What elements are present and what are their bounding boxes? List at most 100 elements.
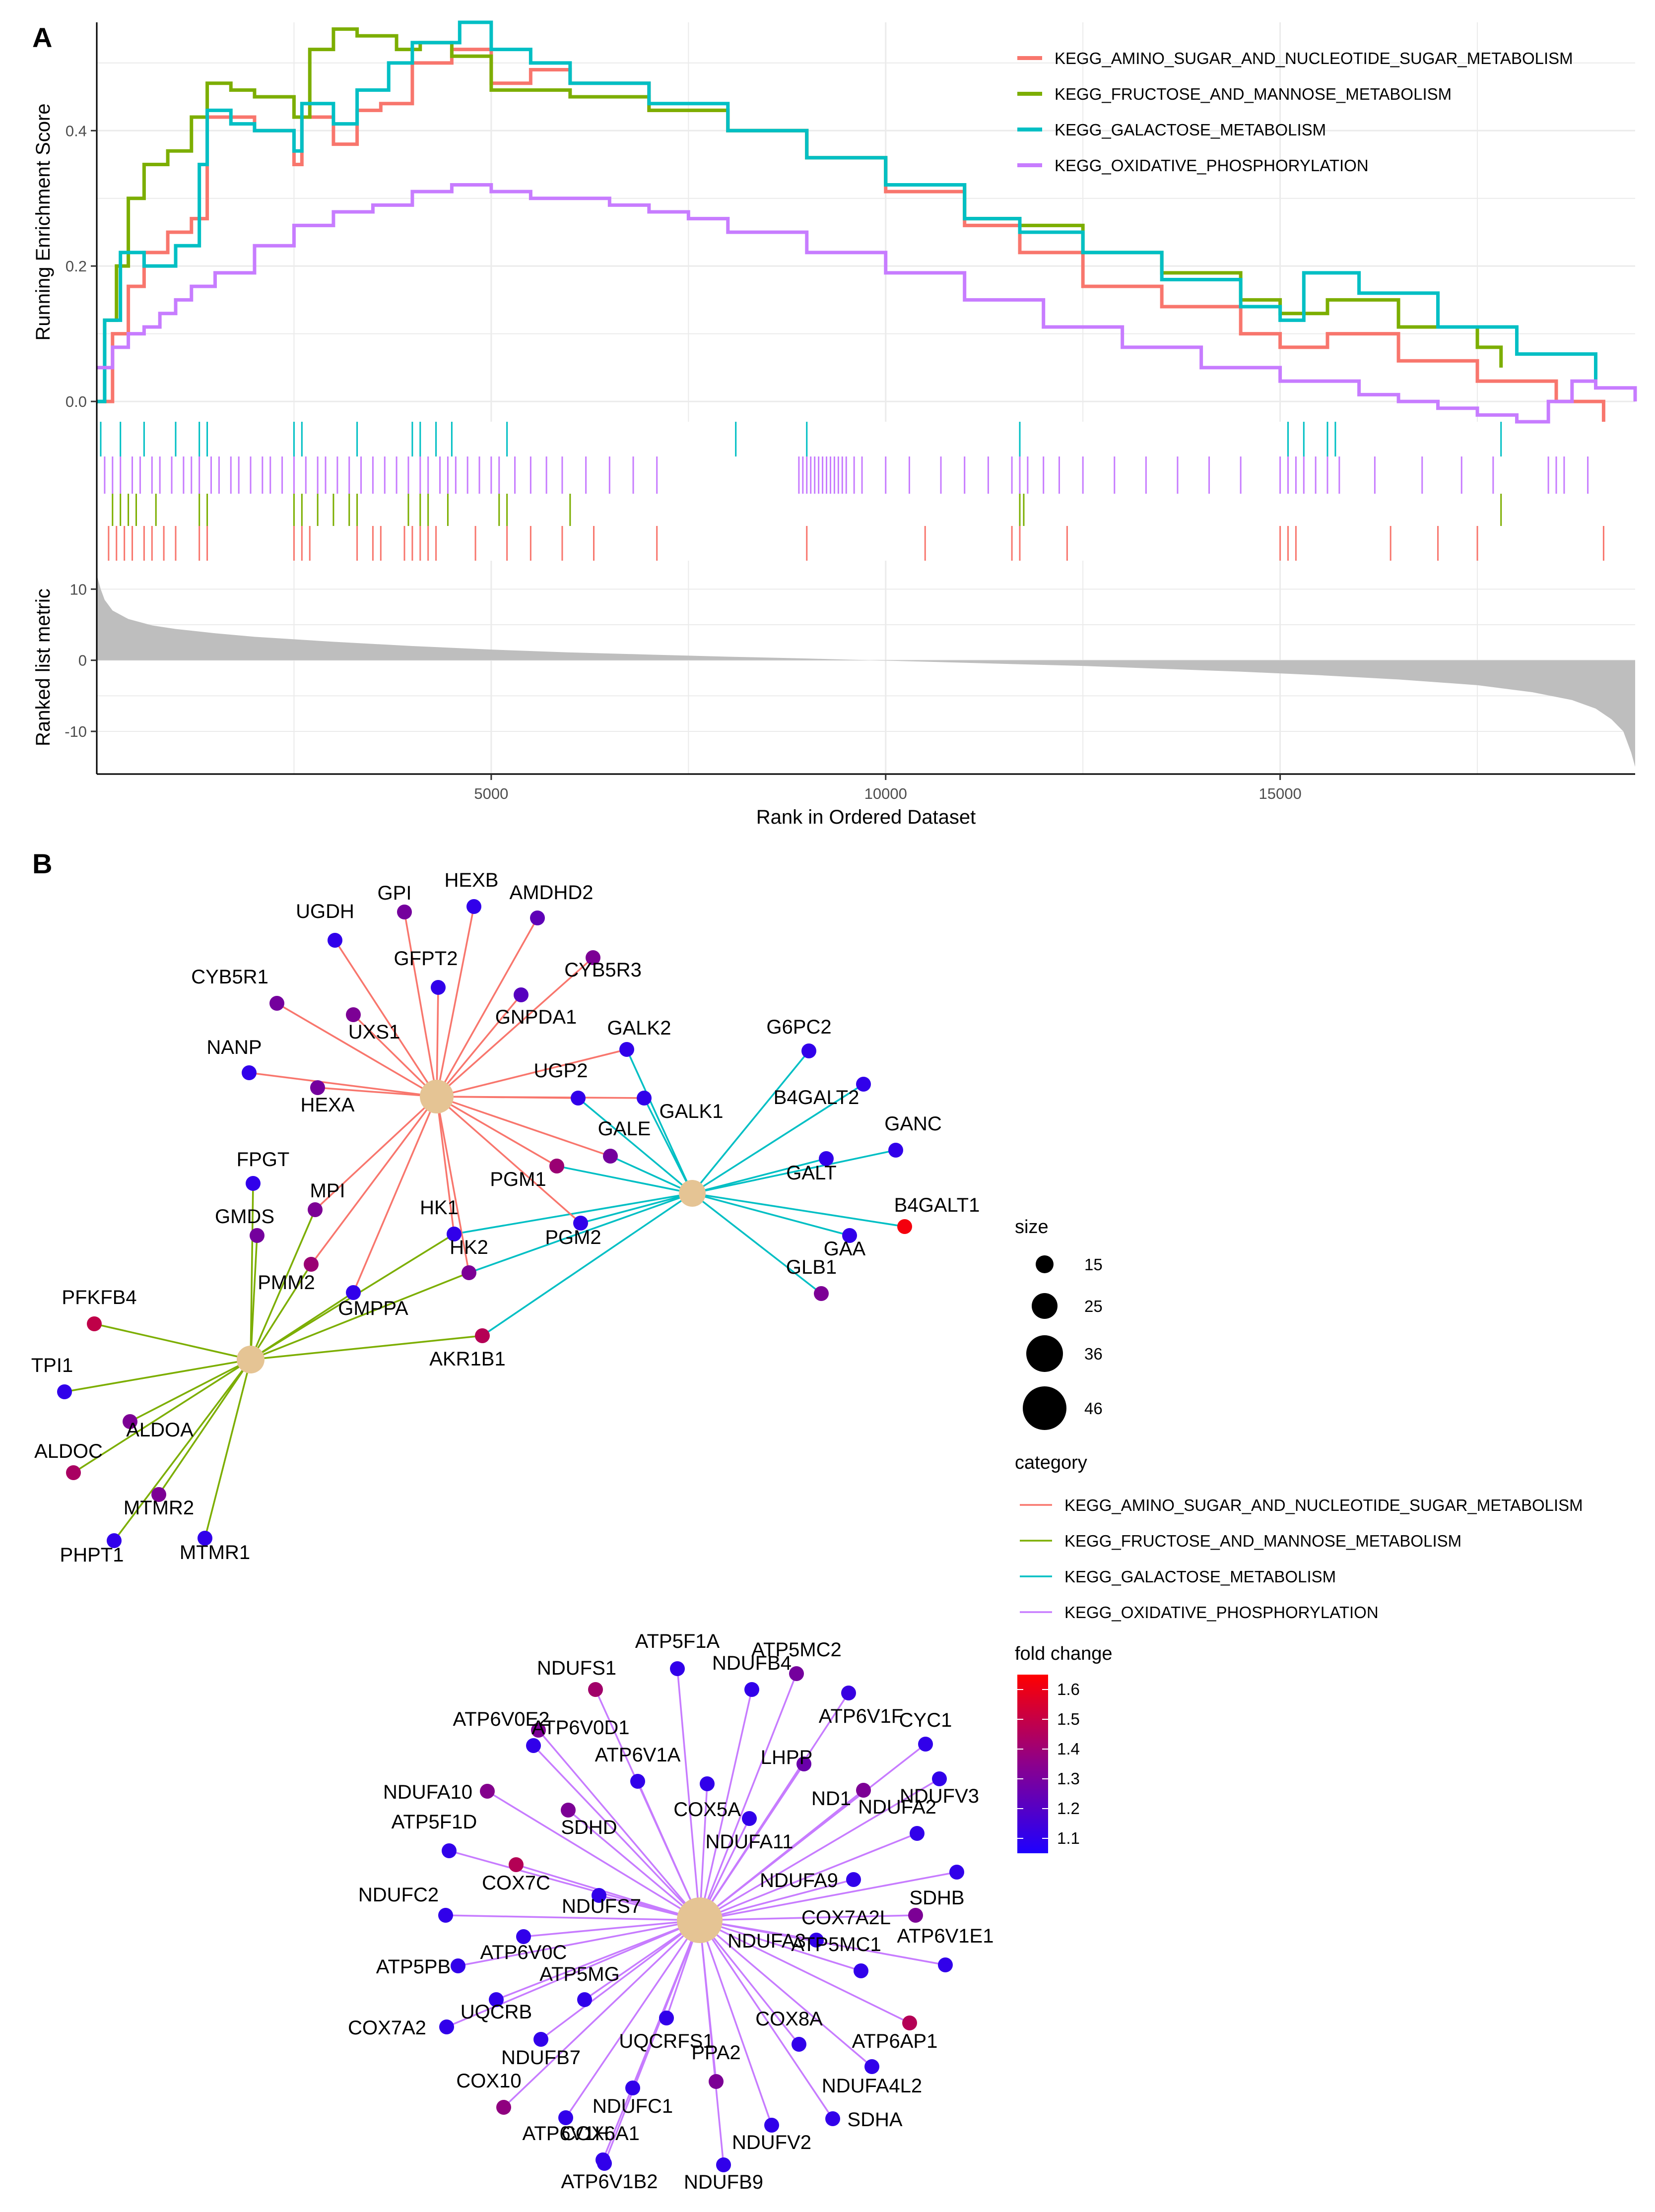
network-edge: [449, 1850, 700, 1921]
category-legend-label: KEGG_FRUCTOSE_AND_MANNOSE_METABOLISM: [1064, 1532, 1461, 1550]
gene-node: [438, 1908, 453, 1923]
network-edge: [637, 1781, 701, 1921]
network-edge: [334, 940, 438, 1097]
network-edge: [458, 1919, 700, 1967]
gene-node: [246, 1176, 261, 1191]
gene-node: [328, 933, 342, 948]
gene-node: [310, 1080, 325, 1095]
gene-node: [801, 1043, 816, 1058]
gene-label: NDUFA3: [728, 1930, 806, 1952]
network-edge: [532, 1745, 701, 1921]
gene-label: MTMR1: [180, 1542, 250, 1563]
gene-label: COX6A1: [561, 2123, 640, 2145]
gene-node: [151, 1487, 166, 1502]
network-edge: [699, 1763, 805, 1921]
network-edge: [468, 1192, 693, 1274]
gene-node: [700, 1776, 715, 1791]
size-legend: size 15 25 36 46: [1015, 1217, 1103, 1430]
gene-concept-network: HEXB GPI UGDH AMDHD2 GFPT2 CYB5R3 CYB5R1 GNPDA1…: [31, 869, 1583, 2193]
network-edge: [250, 1335, 483, 1361]
network-edge: [113, 1359, 252, 1542]
network-edge: [699, 1673, 797, 1921]
gene-node: [814, 1286, 829, 1301]
gene-node: [864, 2059, 879, 2074]
network-edge: [403, 911, 438, 1097]
network-edge: [94, 1323, 251, 1361]
legend: KEGG_AMINO_SUGAR_AND_NUCLEOTIDE_SUGAR_ME…: [1017, 49, 1573, 175]
network-edge: [496, 1919, 700, 2001]
network-edge: [699, 1919, 873, 2068]
gene-label: GAA: [824, 1238, 866, 1260]
gene-node: [789, 1666, 804, 1681]
gene-label: NDUFB4: [712, 1652, 792, 1674]
gene-label: PGM2: [545, 1227, 601, 1248]
gene-node: [431, 980, 446, 995]
network-gene-nodes: [57, 899, 964, 2172]
ranked-metric-area-fill: [97, 575, 1635, 767]
network-edge: [556, 1165, 693, 1194]
gene-label: CYB5R1: [191, 966, 268, 988]
gene-node: [242, 1065, 257, 1080]
gene-label: UGDH: [296, 901, 354, 922]
gene-label: LHPP: [761, 1747, 813, 1768]
es-y-tick-label: 0.2: [66, 258, 87, 275]
colorbar-tick-label: 1.5: [1057, 1710, 1080, 1728]
gene-node: [625, 2081, 640, 2095]
gene-label: HK1: [420, 1197, 459, 1219]
network-edge: [436, 994, 522, 1098]
gene-label: AKR1B1: [429, 1348, 505, 1370]
gene-label: NDUFS7: [562, 1895, 641, 1917]
network-edge: [584, 1919, 700, 2001]
gene-label: NDUFB9: [684, 2171, 763, 2193]
gene-label: HEXB: [445, 869, 499, 891]
network-edge: [699, 1832, 918, 1921]
network-edge: [352, 1096, 438, 1293]
size-legend-title: size: [1015, 1217, 1049, 1237]
network-edge: [691, 1192, 822, 1295]
network-edge: [310, 1096, 438, 1265]
gene-node: [480, 1784, 495, 1799]
network-edge: [676, 1668, 701, 1921]
gene-node: [910, 1826, 925, 1841]
network-edge: [250, 1272, 469, 1361]
enrichment-plot: 0.0 0.2 0.4 10 0 -10 5000 10000 15000 Running En…: [32, 20, 1637, 828]
gene-node: [659, 2011, 674, 2025]
gene-label: NDUFC2: [358, 1884, 439, 1906]
x-tick-label: 5000: [474, 785, 508, 802]
colorbar-tick-label: 1.4: [1057, 1740, 1080, 1758]
gene-node: [304, 1257, 319, 1272]
category-legend-label: KEGG_AMINO_SUGAR_AND_NUCLEOTIDE_SUGAR_ME…: [1064, 1496, 1583, 1514]
gene-node: [530, 911, 545, 925]
gene-label: NDUFA4L2: [822, 2075, 922, 2097]
legend-label: KEGG_OXIDATIVE_PHOSPHORYLATION: [1055, 156, 1369, 175]
gene-label: PFKFB4: [62, 1287, 136, 1308]
gene-node: [451, 1958, 465, 1973]
gene-node: [637, 1091, 652, 1106]
network-gene-labels: HEXB GPI UGDH AMDHD2 GFPT2 CYB5R3 CYB5R1 GNPDA1…: [31, 869, 994, 2193]
gene-label: UXS1: [348, 1021, 400, 1043]
network-edge: [699, 1919, 910, 2024]
gene-label: ALDOA: [126, 1419, 194, 1441]
gene-node: [496, 2100, 511, 2115]
gene-node: [514, 987, 529, 1002]
network-edge: [699, 1914, 916, 1921]
gene-label: ATP6V1E1: [897, 1925, 994, 1947]
network-edge: [64, 1359, 251, 1393]
colorbar-tick-label: 1.2: [1057, 1799, 1080, 1818]
network-edge: [436, 1096, 611, 1157]
gene-label: UGP2: [534, 1060, 588, 1082]
gene-node: [908, 1908, 923, 1923]
network-edge: [626, 1049, 693, 1194]
gene-label: SDHB: [909, 1887, 964, 1909]
gene-label: NDUFB7: [501, 2047, 581, 2069]
network-edge: [446, 1919, 700, 2028]
gene-node: [854, 1963, 868, 1978]
gene-label: NDUFA2: [858, 1796, 936, 1818]
gene-hit-marks: [100, 422, 1604, 561]
gene-label: HEXA: [301, 1094, 355, 1116]
gene-node: [558, 2110, 573, 2125]
gene-node: [269, 996, 284, 1011]
size-legend-label: 25: [1084, 1297, 1103, 1315]
gene-node: [439, 2019, 454, 2034]
es-series-line: [97, 20, 1598, 403]
